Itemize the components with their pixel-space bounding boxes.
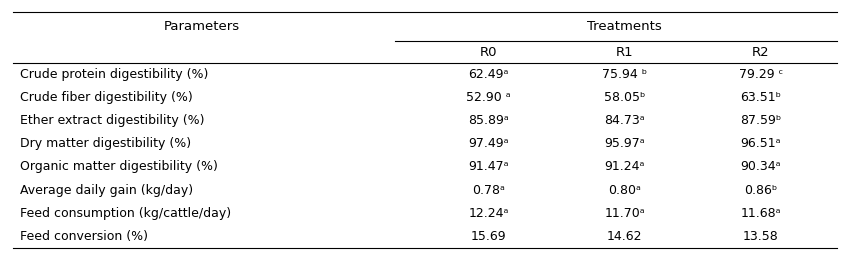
Text: 0.86ᵇ: 0.86ᵇ — [744, 183, 778, 197]
Text: 52.90 ᵃ: 52.90 ᵃ — [467, 91, 511, 104]
Text: Crude fiber digestibility (%): Crude fiber digestibility (%) — [20, 91, 192, 104]
Text: R0: R0 — [480, 46, 497, 59]
Text: Average daily gain (kg/day): Average daily gain (kg/day) — [20, 183, 193, 197]
Text: 12.24ᵃ: 12.24ᵃ — [468, 207, 509, 220]
Text: Crude protein digestibility (%): Crude protein digestibility (%) — [20, 68, 208, 81]
Text: 62.49ᵃ: 62.49ᵃ — [468, 68, 509, 81]
Text: 0.78ᵃ: 0.78ᵃ — [473, 183, 505, 197]
Text: 75.94 ᵇ: 75.94 ᵇ — [602, 68, 648, 81]
Text: 11.68ᵃ: 11.68ᵃ — [740, 207, 781, 220]
Text: 13.58: 13.58 — [743, 230, 779, 243]
Text: 14.62: 14.62 — [607, 230, 643, 243]
Text: Feed consumption (kg/cattle/day): Feed consumption (kg/cattle/day) — [20, 207, 230, 220]
Text: Parameters: Parameters — [164, 20, 240, 33]
Text: 91.47ᵃ: 91.47ᵃ — [468, 160, 509, 173]
Text: 11.70ᵃ: 11.70ᵃ — [604, 207, 645, 220]
Text: 90.34ᵃ: 90.34ᵃ — [740, 160, 781, 173]
Text: 0.80ᵃ: 0.80ᵃ — [609, 183, 641, 197]
Text: 58.05ᵇ: 58.05ᵇ — [604, 91, 645, 104]
Text: 87.59ᵇ: 87.59ᵇ — [740, 114, 781, 127]
Text: Ether extract digestibility (%): Ether extract digestibility (%) — [20, 114, 204, 127]
Text: 85.89ᵃ: 85.89ᵃ — [468, 114, 509, 127]
Text: R1: R1 — [616, 46, 633, 59]
Text: 96.51ᵃ: 96.51ᵃ — [740, 138, 781, 150]
Text: 97.49ᵃ: 97.49ᵃ — [468, 138, 509, 150]
Text: 15.69: 15.69 — [471, 230, 507, 243]
Text: Feed conversion (%): Feed conversion (%) — [20, 230, 148, 243]
Text: 63.51ᵇ: 63.51ᵇ — [740, 91, 781, 104]
Text: 79.29 ᶜ: 79.29 ᶜ — [739, 68, 783, 81]
Text: 95.97ᵃ: 95.97ᵃ — [604, 138, 645, 150]
Text: 84.73ᵃ: 84.73ᵃ — [604, 114, 645, 127]
Text: Treatments: Treatments — [587, 20, 662, 33]
Text: R2: R2 — [752, 46, 769, 59]
Text: Dry matter digestibility (%): Dry matter digestibility (%) — [20, 138, 190, 150]
Text: 91.24ᵃ: 91.24ᵃ — [604, 160, 645, 173]
Text: Organic matter digestibility (%): Organic matter digestibility (%) — [20, 160, 218, 173]
